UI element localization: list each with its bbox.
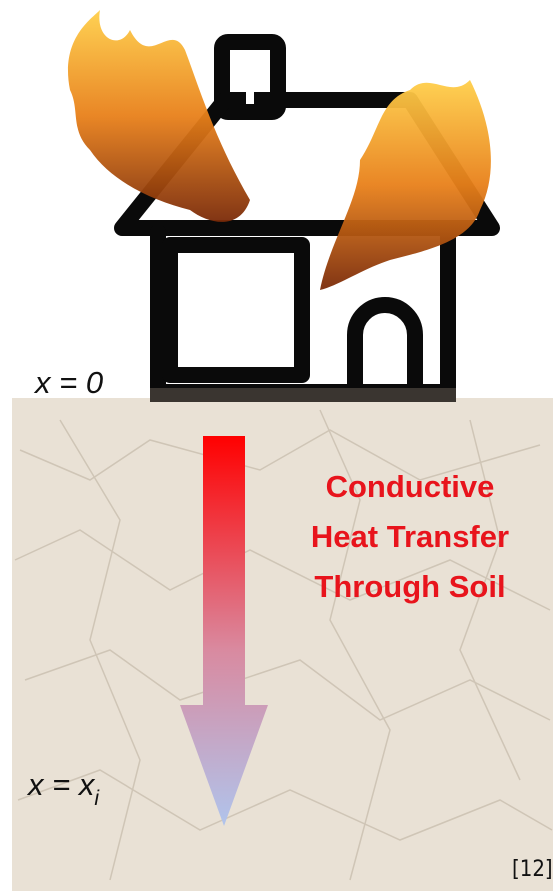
house-base bbox=[150, 388, 456, 402]
heat-arrow bbox=[180, 436, 268, 826]
label-top: x = 0 bbox=[33, 365, 103, 400]
label-bottom-main: x = x bbox=[26, 767, 96, 802]
flame bbox=[320, 80, 491, 290]
title-line: Heat Transfer bbox=[311, 519, 509, 554]
flame bbox=[67, 10, 251, 222]
label-bottom: x = xi bbox=[26, 767, 100, 810]
reference: [12] bbox=[512, 857, 553, 882]
soil-texture bbox=[14, 409, 553, 881]
label-bottom-subscript: i bbox=[94, 787, 100, 810]
soil bbox=[12, 398, 553, 891]
title-line: Through Soil bbox=[314, 569, 505, 604]
title-line: Conductive bbox=[326, 469, 495, 504]
